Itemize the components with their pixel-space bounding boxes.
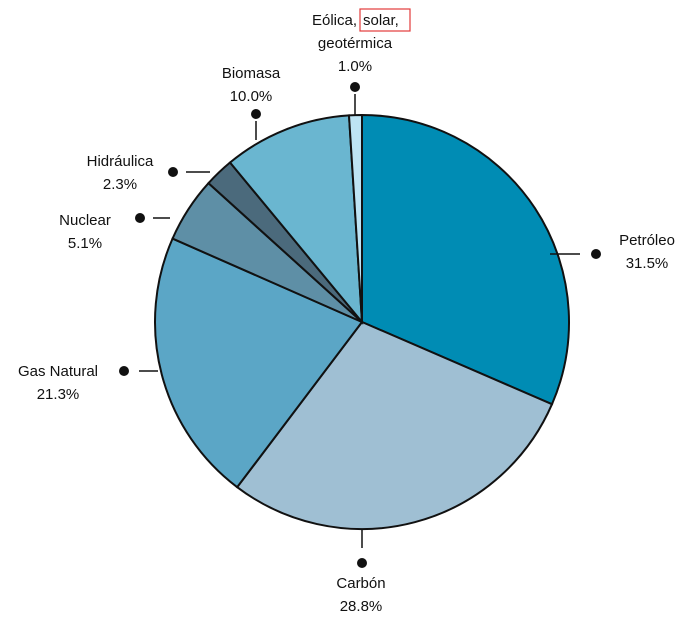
label-nuclear: Nuclear 5.1% bbox=[59, 212, 111, 252]
slice-value-carbon: 28.8% bbox=[340, 598, 383, 615]
slice-label-biomasa: Biomasa bbox=[222, 65, 281, 82]
highlight-box bbox=[359, 8, 411, 32]
slice-label-geotermica: geotérmica bbox=[318, 35, 393, 52]
label-biomasa: Biomasa 10.0% bbox=[222, 65, 281, 105]
pie-slice-petroleo bbox=[361, 113, 570, 406]
leader-dot-eolica-solar-geotermica bbox=[350, 82, 360, 92]
leader-lines bbox=[119, 82, 601, 568]
slice-label-nuclear: Nuclear bbox=[59, 212, 111, 229]
leader-dot-carbon bbox=[357, 558, 367, 568]
pie-slice-eolica-solar-geotermica bbox=[347, 113, 363, 323]
pie-slice-carbon bbox=[235, 320, 554, 530]
slice-label-carbon: Carbón bbox=[336, 575, 385, 592]
leader-dot-hidraulica bbox=[168, 167, 178, 177]
leader-dot-gas-natural bbox=[119, 366, 129, 376]
leader-dot-petroleo bbox=[591, 249, 601, 259]
label-gas-natural: Gas Natural 21.3% bbox=[18, 363, 98, 403]
pie-slice-gas-natural bbox=[154, 237, 364, 489]
slice-label-gas-natural: Gas Natural bbox=[18, 363, 98, 380]
label-petroleo: Petróleo 31.5% bbox=[619, 232, 675, 272]
leader-dot-nuclear bbox=[135, 213, 145, 223]
pie-slice-biomasa bbox=[228, 114, 364, 326]
slice-label-petroleo: Petróleo bbox=[619, 232, 675, 249]
slice-label-eolica: Eólica, bbox=[312, 12, 357, 29]
slice-value-gas-natural: 21.3% bbox=[37, 386, 80, 403]
slice-value-petroleo: 31.5% bbox=[626, 255, 669, 272]
pie-slices bbox=[154, 113, 570, 530]
slice-label-solar: solar, bbox=[363, 12, 399, 29]
slice-value-eolica: 1.0% bbox=[338, 58, 372, 75]
leader-dot-biomasa bbox=[251, 109, 261, 119]
label-carbon: Carbón 28.8% bbox=[336, 575, 385, 615]
label-hidraulica: Hidráulica 2.3% bbox=[87, 153, 154, 193]
slice-label-hidraulica: Hidráulica bbox=[87, 153, 154, 170]
slice-value-nuclear: 5.1% bbox=[68, 235, 102, 252]
label-eolica-solar-geotermica: Eólica, solar, geotérmica 1.0% bbox=[312, 8, 411, 75]
slice-value-biomasa: 10.0% bbox=[230, 88, 273, 105]
slice-value-hidraulica: 2.3% bbox=[103, 176, 137, 193]
